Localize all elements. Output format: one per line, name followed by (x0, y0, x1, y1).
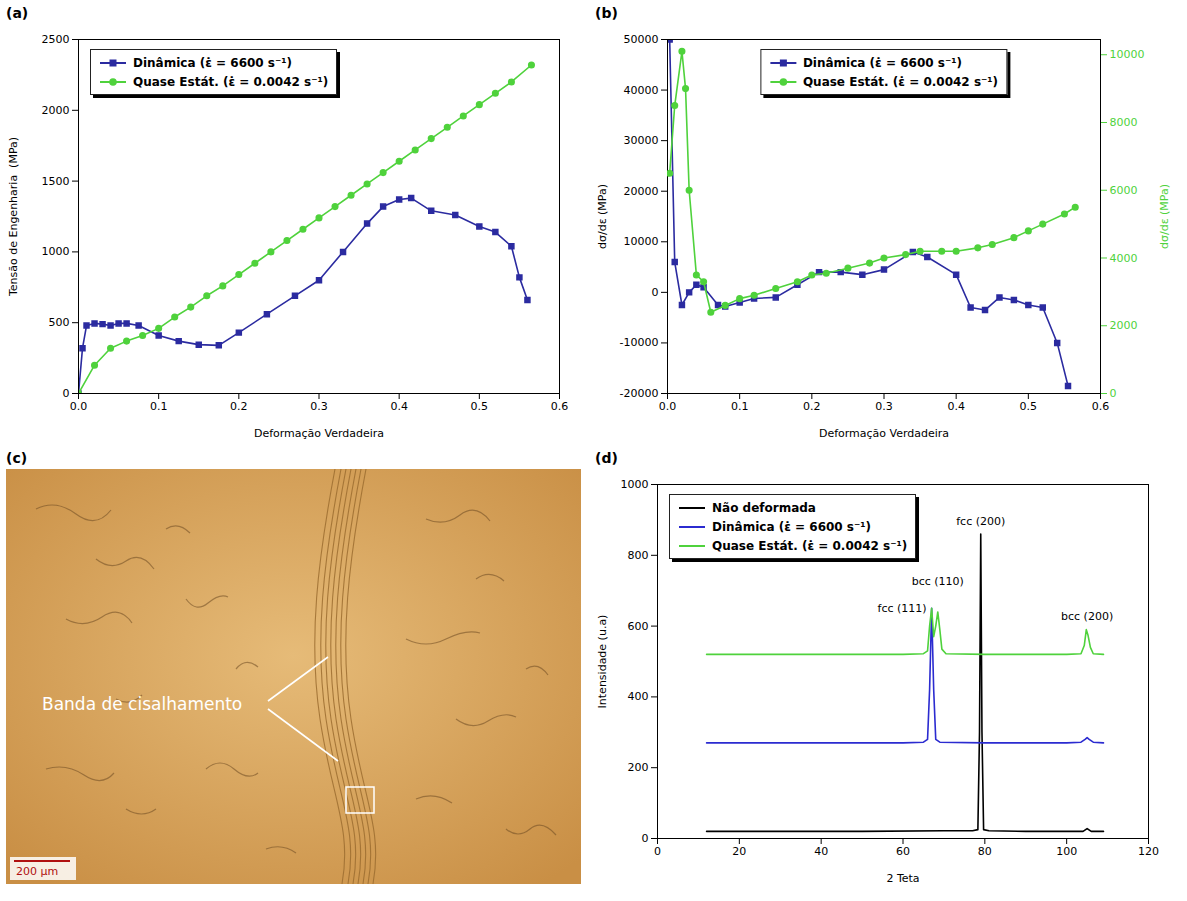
svg-text:8000: 8000 (1110, 116, 1138, 129)
svg-text:0.1: 0.1 (731, 400, 749, 413)
svg-text:0.4: 0.4 (390, 400, 408, 413)
svg-text:10000: 10000 (624, 235, 659, 248)
svg-text:2 Teta: 2 Teta (886, 872, 919, 885)
svg-text:0: 0 (654, 845, 661, 858)
svg-text:0.2: 0.2 (230, 400, 248, 413)
svg-text:Deformação Verdadeira: Deformação Verdadeira (254, 427, 384, 440)
svg-text:200 µm: 200 µm (16, 865, 58, 878)
svg-text:2000: 2000 (1110, 319, 1138, 332)
svg-text:0.5: 0.5 (1020, 400, 1038, 413)
svg-text:400: 400 (628, 690, 649, 703)
html-text:Não deformada: Não deformada (712, 500, 816, 515)
svg-text:fcc (200): fcc (200) (956, 515, 1005, 528)
svg-text:0: 0 (1110, 387, 1117, 400)
svg-text:Tensão de Engenharia (MPa): Tensão de Engenharia (MPa) (7, 137, 20, 297)
svg-text:0.3: 0.3 (875, 400, 893, 413)
svg-text:500: 500 (49, 316, 70, 329)
svg-text:50000: 50000 (624, 33, 659, 46)
html-text:Quase Estát. (ε̇ = 0.0042 s⁻¹): Quase Estát. (ε̇ = 0.0042 s⁻¹) (133, 74, 329, 89)
svg-text:dσ/dε (MPa): dσ/dε (MPa) (596, 184, 609, 249)
svg-text:0: 0 (63, 387, 70, 400)
svg-text:fcc (111): fcc (111) (878, 602, 927, 615)
svg-text:0.1: 0.1 (150, 400, 168, 413)
svg-text:120: 120 (1138, 845, 1159, 858)
svg-text:Deformação Verdadeira: Deformação Verdadeira (819, 427, 949, 440)
html-text:Dinâmica (ε̇ = 6600 s⁻¹): Dinâmica (ε̇ = 6600 s⁻¹) (712, 519, 872, 534)
svg-text:-10000: -10000 (620, 336, 659, 349)
html-text:(b): (b) (595, 5, 618, 21)
svg-text:200: 200 (628, 761, 649, 774)
svg-text:0.0: 0.0 (659, 400, 677, 413)
html-text:Quase Estát. (ε̇ = 0.0042 s⁻¹): Quase Estát. (ε̇ = 0.0042 s⁻¹) (802, 74, 999, 89)
svg-text:6000: 6000 (1110, 184, 1138, 197)
svg-text:80: 80 (978, 845, 992, 858)
svg-text:0.6: 0.6 (1092, 400, 1110, 413)
svg-text:2500: 2500 (42, 33, 70, 46)
svg-text:bcc (110): bcc (110) (912, 575, 964, 588)
svg-text:10000: 10000 (1110, 48, 1145, 61)
svg-text:Banda de cisalhamento: Banda de cisalhamento (42, 694, 242, 714)
svg-text:bcc (200): bcc (200) (1061, 610, 1113, 623)
svg-text:0.2: 0.2 (803, 400, 821, 413)
svg-text:800: 800 (628, 549, 649, 562)
svg-text:600: 600 (628, 620, 649, 633)
svg-text:0.6: 0.6 (551, 400, 569, 413)
svg-text:0.5: 0.5 (471, 400, 489, 413)
svg-text:1500: 1500 (42, 175, 70, 188)
svg-text:40: 40 (814, 845, 828, 858)
svg-text:0: 0 (642, 832, 649, 845)
html-text:Dinâmica (ε̇ = 6600 s⁻¹): Dinâmica (ε̇ = 6600 s⁻¹) (802, 55, 962, 70)
html-text:(a): (a) (6, 5, 29, 21)
svg-text:2000: 2000 (42, 104, 70, 117)
svg-text:40000: 40000 (624, 84, 659, 97)
html-text:(d): (d) (595, 450, 618, 466)
svg-text:30000: 30000 (624, 134, 659, 147)
svg-text:0: 0 (652, 286, 659, 299)
svg-text:-20000: -20000 (620, 387, 659, 400)
svg-text:0.3: 0.3 (310, 400, 328, 413)
svg-text:Intensidade (u.a): Intensidade (u.a) (596, 615, 609, 709)
svg-text:1000: 1000 (621, 478, 649, 491)
svg-text:4000: 4000 (1110, 252, 1138, 265)
svg-text:1000: 1000 (42, 245, 70, 258)
svg-text:dσ/dε (MPa): dσ/dε (MPa) (1158, 184, 1171, 249)
svg-text:100: 100 (1056, 845, 1077, 858)
html-text:Dinâmica (ε̇ = 6600 s⁻¹): Dinâmica (ε̇ = 6600 s⁻¹) (133, 55, 293, 70)
svg-text:20000: 20000 (624, 185, 659, 198)
svg-text:0.0: 0.0 (70, 400, 88, 413)
html-text:(c): (c) (6, 450, 28, 466)
svg-text:0.4: 0.4 (947, 400, 965, 413)
svg-text:20: 20 (732, 845, 746, 858)
svg-text:60: 60 (896, 845, 910, 858)
html-text:Quase Estát. (ε̇ = 0.0042 s⁻¹): Quase Estát. (ε̇ = 0.0042 s⁻¹) (712, 538, 908, 553)
